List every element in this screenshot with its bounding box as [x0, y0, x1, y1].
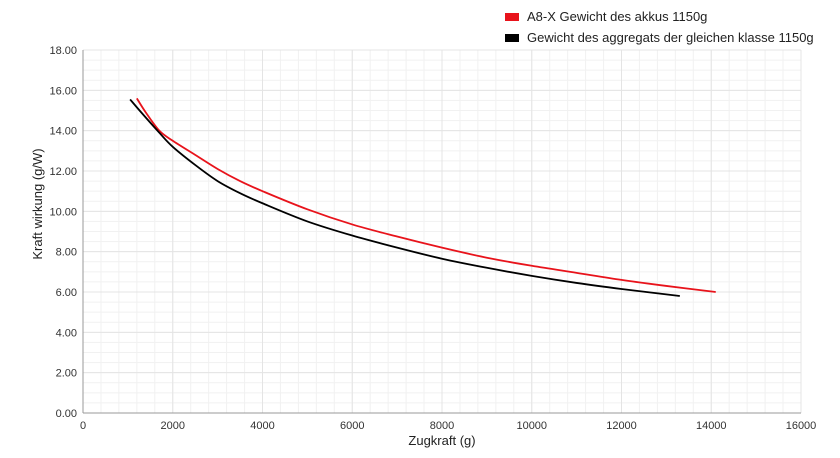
- legend-swatch-red: [505, 12, 519, 21]
- y-tick-label: 16.00: [49, 85, 77, 97]
- x-tick-label: 10000: [516, 420, 547, 432]
- y-tick-label: 8.00: [56, 247, 77, 259]
- x-tick-label: 8000: [430, 420, 454, 432]
- legend: A8-X Gewicht des akkus 1150g Gewicht des…: [505, 6, 814, 48]
- y-tick-label: 0.00: [56, 408, 77, 420]
- legend-swatch-black: [505, 33, 519, 42]
- y-tick-label: 10.00: [49, 206, 77, 218]
- x-tick-label: 2000: [161, 420, 185, 432]
- y-tick-label: 12.00: [49, 166, 77, 178]
- y-axis-title: Kraft wirkung (g/W): [30, 148, 45, 259]
- series-line-2: [129, 98, 680, 297]
- x-tick-label: 16000: [786, 420, 817, 432]
- grid: [82, 49, 802, 414]
- x-tick-label: 6000: [340, 420, 364, 432]
- y-tick-label: 14.00: [49, 126, 77, 138]
- x-tick-label: 4000: [250, 420, 274, 432]
- y-tick-label: 2.00: [56, 368, 77, 380]
- y-tick-label: 6.00: [56, 287, 77, 299]
- legend-label-series-1: A8-X Gewicht des akkus 1150g: [527, 9, 708, 24]
- legend-item-series-2: Gewicht des aggregats der gleichen klass…: [505, 27, 814, 48]
- series-line-1: [136, 97, 716, 293]
- legend-label-series-2: Gewicht des aggregats der gleichen klass…: [527, 30, 814, 45]
- x-tick-label: 14000: [696, 420, 727, 432]
- y-tick-label: 4.00: [56, 327, 77, 339]
- x-tick-label: 0: [80, 420, 86, 432]
- axes: [82, 50, 801, 414]
- x-tick-label: 12000: [606, 420, 637, 432]
- x-axis-title: Zugkraft (g): [408, 433, 475, 448]
- x-tick-labels: 0 2000 4000 6000 8000 10000 12000 14000 16000: [80, 420, 816, 432]
- series-lines: [129, 97, 716, 297]
- y-tick-label: 18.00: [49, 45, 77, 57]
- y-tick-labels: 0.00 2.00 4.00 6.00 8.00 10.00 12.00 14.00 16.00…: [49, 45, 77, 420]
- legend-item-series-1: A8-X Gewicht des akkus 1150g: [505, 6, 814, 27]
